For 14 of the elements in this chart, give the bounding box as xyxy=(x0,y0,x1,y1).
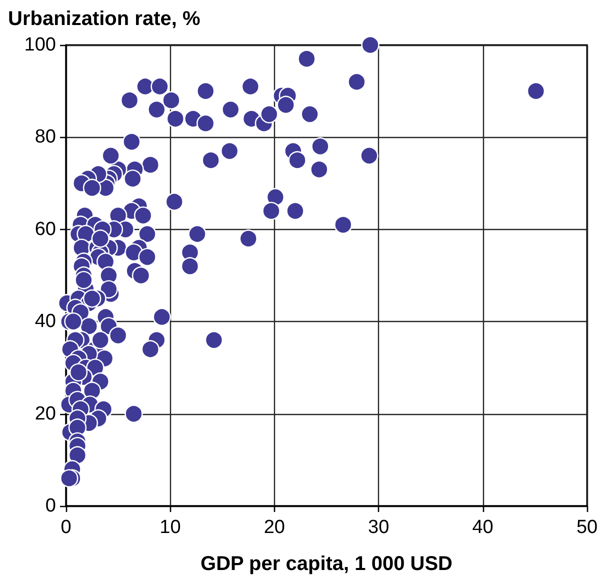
y-tick-label: 0 xyxy=(45,496,56,516)
x-axis-title: GDP per capita, 1 000 USD xyxy=(200,553,452,575)
x-tick-label: 40 xyxy=(472,517,494,538)
y-tick-label: 60 xyxy=(34,218,56,240)
y-tick-label: 80 xyxy=(34,126,56,148)
x-tick-label: 50 xyxy=(576,517,598,538)
y-tick-label: 100 xyxy=(24,34,56,56)
y-axis-title: Urbanization rate, % xyxy=(8,8,200,30)
y-tick-label: 20 xyxy=(34,403,56,424)
x-tick-label: 30 xyxy=(368,517,390,538)
x-tick-label: 10 xyxy=(160,517,181,538)
x-tick-label: 20 xyxy=(264,517,285,538)
x-tick-label: 0 xyxy=(60,517,72,538)
y-tick-label: 40 xyxy=(34,311,56,332)
